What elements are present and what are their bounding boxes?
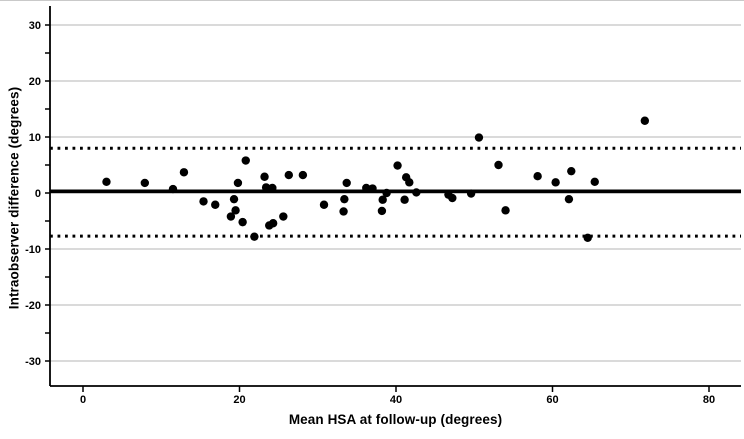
data-point	[226, 212, 236, 221]
data-point	[319, 200, 329, 209]
y-tick-label: -10	[25, 244, 41, 256]
data-point	[400, 195, 409, 204]
data-point	[368, 184, 377, 193]
data-point	[199, 197, 208, 206]
data-point	[179, 168, 189, 177]
y-axis-title: Intraobserver difference (degrees)	[6, 86, 22, 310]
data-point	[377, 206, 387, 216]
y-tick-label: 10	[29, 132, 41, 144]
data-point	[298, 170, 308, 180]
data-point	[231, 206, 240, 215]
data-point	[140, 178, 150, 188]
data-point	[382, 188, 391, 198]
data-point	[551, 178, 560, 187]
data-point	[378, 195, 387, 204]
y-tick-label: 20	[29, 76, 41, 88]
data-point	[102, 177, 111, 186]
data-point	[466, 189, 476, 198]
x-tick-label: 0	[80, 394, 86, 406]
x-tick-label: 40	[390, 394, 402, 406]
data-point	[590, 177, 599, 186]
data-point	[340, 194, 349, 204]
data-point	[168, 184, 178, 194]
data-point	[250, 232, 259, 241]
data-point	[260, 172, 269, 181]
data-point	[268, 183, 277, 193]
data-point	[284, 170, 293, 180]
y-tick-label: -30	[25, 356, 41, 368]
data-point	[229, 194, 239, 204]
y-tick-label: -20	[25, 300, 41, 312]
data-point	[261, 183, 271, 192]
data-point	[501, 206, 510, 215]
data-point	[567, 166, 576, 176]
data-point	[362, 183, 371, 193]
y-tick-label: 30	[29, 20, 41, 32]
x-axis-title: Mean HSA at follow-up (degrees)	[288, 412, 503, 427]
data-point	[241, 156, 250, 165]
data-point	[279, 212, 288, 221]
data-point	[342, 178, 351, 188]
data-point	[393, 161, 402, 170]
data-point	[583, 233, 592, 242]
data-point	[494, 160, 503, 170]
data-point	[448, 193, 457, 203]
data-point	[233, 178, 243, 188]
x-tick-label: 20	[233, 394, 245, 406]
y-tick-label: 0	[35, 188, 41, 200]
data-point	[564, 194, 574, 204]
x-tick-label: 80	[703, 394, 715, 406]
data-point	[640, 116, 650, 125]
data-point	[211, 200, 220, 209]
data-point	[474, 133, 484, 142]
data-point	[238, 217, 247, 227]
x-tick-label: 60	[546, 394, 558, 406]
data-point	[339, 207, 348, 216]
data-point	[405, 178, 414, 187]
data-point	[533, 172, 542, 181]
data-point	[412, 188, 421, 197]
data-point	[268, 219, 278, 228]
